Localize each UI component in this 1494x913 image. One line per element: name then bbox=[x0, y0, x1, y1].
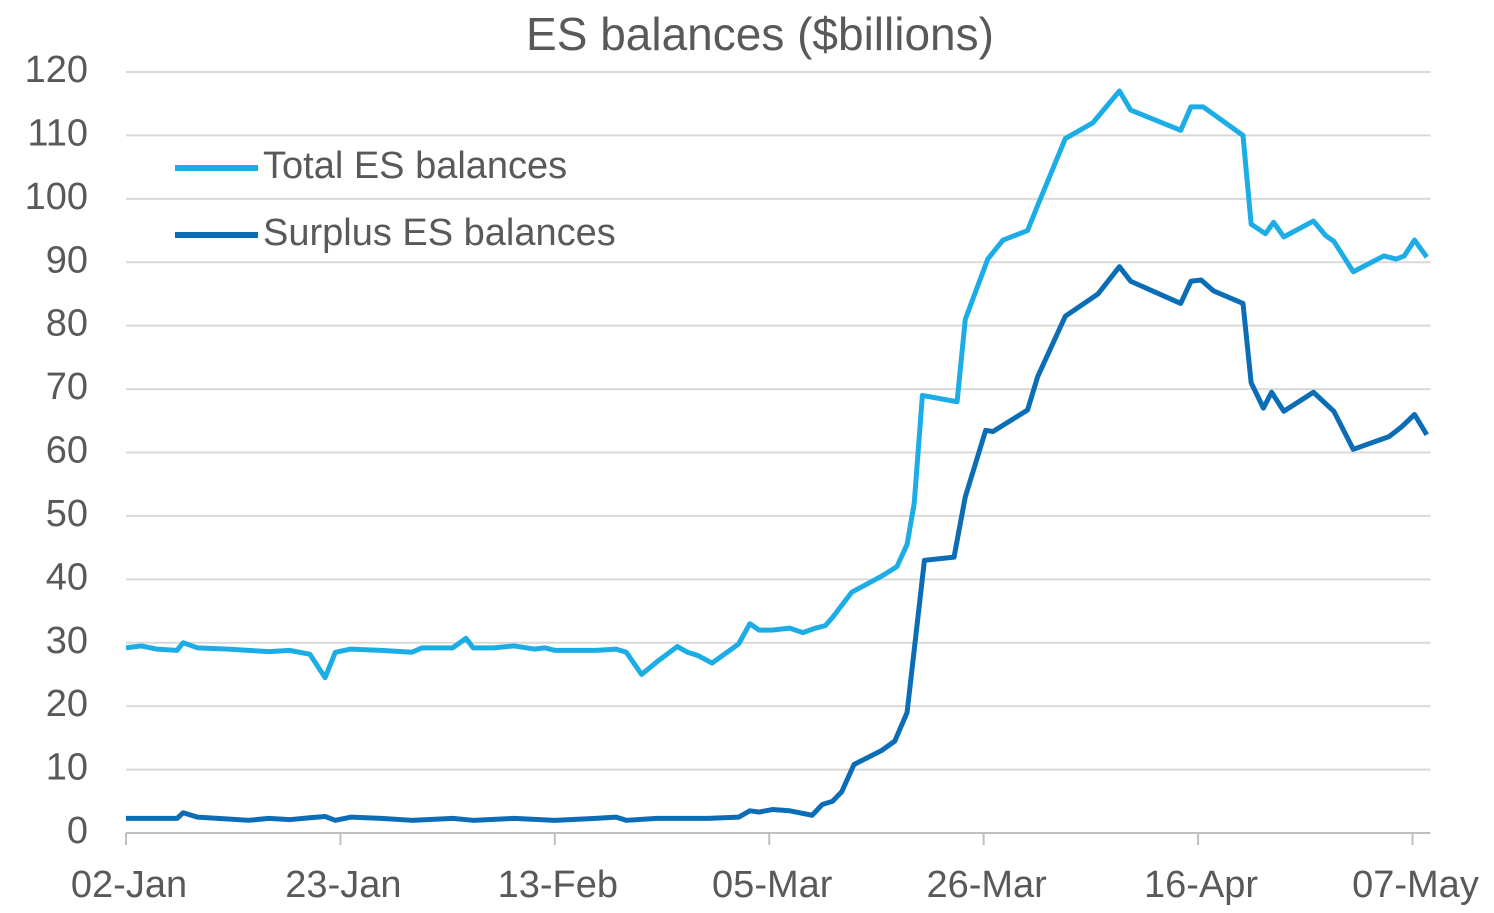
x-tick-label: 02-Jan bbox=[71, 864, 187, 906]
x-tick-label: 23-Jan bbox=[285, 864, 401, 906]
y-tick-label: 20 bbox=[46, 683, 88, 725]
series-line bbox=[126, 264, 1429, 823]
y-tick-label: 60 bbox=[46, 430, 88, 472]
legend-label: Surplus ES balances bbox=[263, 212, 616, 254]
y-tick-label: 70 bbox=[46, 366, 88, 408]
y-tick-label: 40 bbox=[46, 556, 88, 598]
series-line bbox=[125, 88, 1429, 681]
y-tick-label: 80 bbox=[46, 303, 88, 345]
x-tick-label: 16-Apr bbox=[1144, 864, 1258, 906]
y-tick-label: 30 bbox=[46, 620, 88, 662]
legend-label: Total ES balances bbox=[263, 145, 567, 187]
x-tick-label: 05-Mar bbox=[712, 864, 833, 906]
y-tick-label: 110 bbox=[27, 112, 88, 154]
x-tick-label: 07-May bbox=[1352, 864, 1479, 906]
y-tick-label: 50 bbox=[46, 493, 88, 535]
y-tick-label: 10 bbox=[46, 747, 88, 789]
y-tick-label: 100 bbox=[25, 176, 88, 218]
chart-title: ES balances ($billions) bbox=[526, 8, 994, 60]
y-tick-label: 120 bbox=[25, 49, 88, 91]
x-tick-label: 26-Mar bbox=[926, 864, 1047, 906]
x-tick-label: 13-Feb bbox=[498, 864, 618, 906]
y-tick-label: 90 bbox=[46, 239, 88, 281]
y-tick-label: 0 bbox=[67, 810, 88, 852]
